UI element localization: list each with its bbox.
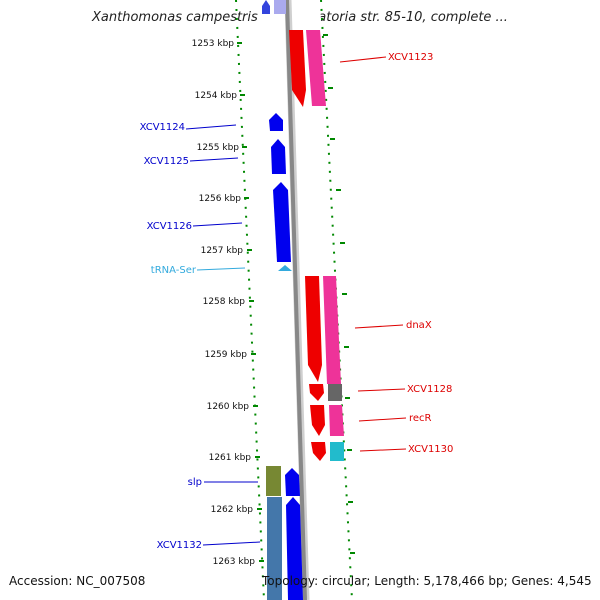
leader-line (192, 222, 243, 227)
gene-partial-top-blue (262, 0, 270, 14)
gene-label-xcv1124[interactable]: XCV1124 (140, 122, 185, 133)
gene-label-dnax[interactable]: dnaX (406, 320, 432, 331)
tick-label-1254: 1254 kbp (195, 91, 238, 101)
gene-xcv1123 (289, 30, 306, 107)
leader-line (202, 541, 261, 546)
gene-label-xcv1125[interactable]: XCV1125 (144, 156, 189, 167)
gene-xcv1126 (273, 182, 291, 262)
leader-line (359, 448, 407, 452)
tick-label-1258: 1258 kbp (203, 297, 246, 307)
tick-label-1261: 1261 kbp (209, 453, 252, 463)
gene-label-slp[interactable]: slp (188, 477, 202, 488)
gene-slp-cog (266, 466, 281, 496)
accession-text: Accession: NC_007508 (9, 574, 146, 588)
gene-xcv1132 (286, 497, 303, 600)
gene-recr-cog (329, 405, 344, 436)
gene-label-xcv1132[interactable]: XCV1132 (157, 540, 202, 551)
gene-xcv1123-cog (306, 30, 326, 106)
tick-label-1256: 1256 kbp (199, 194, 242, 204)
gene-label-recr[interactable]: recR (409, 413, 432, 424)
right-tick-group (323, 34, 355, 554)
gene-dnax (305, 276, 322, 382)
gene-xcv1130 (311, 442, 326, 461)
tick-label-1259: 1259 kbp (205, 350, 248, 360)
gene-xcv1132-cog (267, 497, 282, 600)
gene-xcv1128 (309, 384, 324, 401)
leader-line (185, 124, 237, 130)
left-gene-labels: XCV1124 XCV1125 XCV1126 tRNA-Ser slp XCV… (140, 122, 261, 551)
gene-label-xcv1128[interactable]: XCV1128 (407, 384, 452, 395)
gene-partial-top-lavender (274, 0, 286, 14)
tick-label-1255: 1255 kbp (197, 143, 240, 153)
gene-xcv1124 (269, 113, 283, 131)
tick-group: 1253 kbp 1254 kbp 1255 kbp 1256 kbp 1257… (192, 39, 264, 567)
leader-line (357, 388, 406, 392)
outer-left-tick-ring (235, 0, 265, 600)
gene-label-xcv1130[interactable]: XCV1130 (408, 444, 453, 455)
tick-label-1253: 1253 kbp (192, 39, 235, 49)
gene-xcv1128-cog (328, 384, 342, 401)
trna-ser (278, 265, 292, 271)
leader-line (354, 324, 404, 329)
outer-right-tick-ring (320, 0, 353, 600)
gene-label-xcv1126[interactable]: XCV1126 (147, 221, 192, 232)
leader-line (196, 267, 246, 271)
gene-dnax-cog (323, 276, 341, 384)
backbone (285, 0, 307, 600)
gene-recr (310, 405, 325, 436)
tick-label-1260: 1260 kbp (207, 402, 250, 412)
tick-label-1257: 1257 kbp (201, 246, 244, 256)
gene-xcv1125 (271, 139, 286, 174)
leader-line (339, 56, 387, 63)
tick-label-1262: 1262 kbp (211, 505, 254, 515)
tick-label-1263: 1263 kbp (213, 557, 256, 567)
gene-slp (285, 468, 300, 496)
gene-xcv1130-cog (330, 442, 344, 461)
topology-text: Topology: circular; Length: 5,178,466 bp… (262, 574, 592, 588)
right-gene-labels: XCV1123 dnaX XCV1128 recR XCV1130 (339, 52, 453, 455)
leader-line (189, 157, 239, 162)
gene-label-trna-ser[interactable]: tRNA-Ser (151, 265, 197, 276)
gene-label-xcv1123[interactable]: XCV1123 (388, 52, 433, 63)
leader-line (358, 417, 407, 422)
